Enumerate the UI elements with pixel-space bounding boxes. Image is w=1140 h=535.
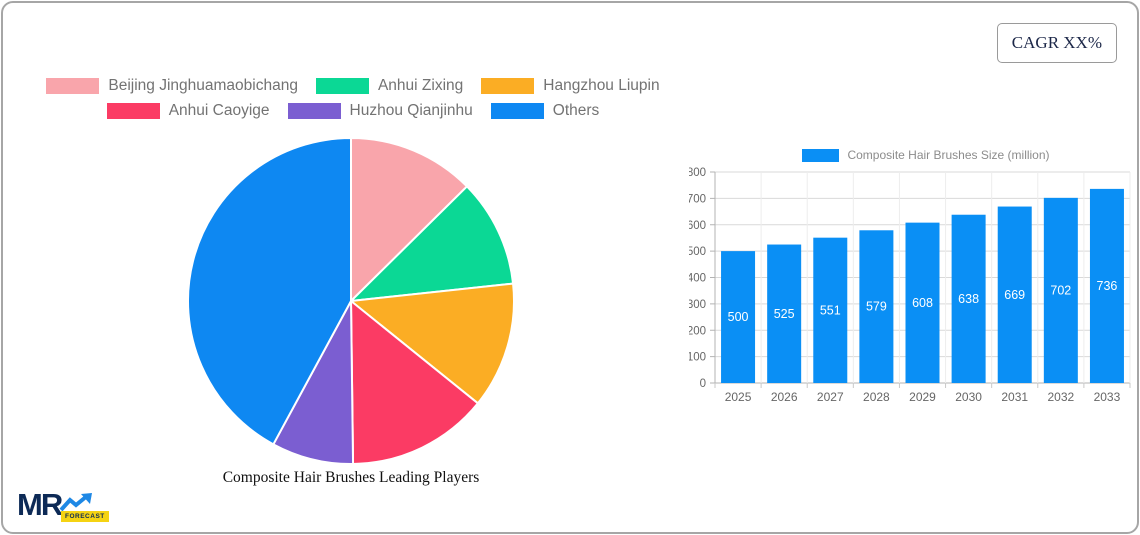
trending-up-arrow-icon xyxy=(59,493,92,512)
bar-value-label: 638 xyxy=(958,292,979,306)
y-axis-tick-label: 500 xyxy=(689,246,706,258)
cagr-badge[interactable]: CAGR XX% xyxy=(996,23,1117,63)
bar-chart: 0 100 200 300 400 500 600 700 800 500 2025 525 2026 5… xyxy=(689,167,1131,404)
pie-chart-title: Composite Hair Brushes Leading Players xyxy=(222,469,480,486)
bar-2025 xyxy=(721,251,756,383)
legend-label: Anhui Zixing xyxy=(377,77,464,94)
legend-item-beijing-jinghuamaobichang: Beijing Jinghuamaobichang xyxy=(46,77,298,95)
pie-legend: Beijing Jinghuamaobichang Anhui Zixing Han… xyxy=(3,77,703,120)
pie-slice-anhui-zixing xyxy=(350,185,515,302)
x-axis-label: 2028 xyxy=(863,390,890,404)
legend-item-hangzhou-liupin: Hangzhou Liupin xyxy=(481,77,660,95)
x-axis-label: 2026 xyxy=(771,390,798,404)
legend-row: Anhui Caoyige Huzhou Qianjinhu Others xyxy=(98,102,609,120)
legend-row: Beijing Jinghuamaobichang Anhui Zixing Han… xyxy=(37,77,668,95)
legend-item-anhui-zixing: Anhui Zixing xyxy=(315,77,464,95)
bar-legend: Composite Hair Brushes Size (million) xyxy=(709,145,1140,165)
pie-slice-anhui-caoyige xyxy=(350,300,479,465)
bar-2032 xyxy=(1043,197,1078,383)
legend-item-huzhou-qianjinhu: Huzhou Qianjinhu xyxy=(287,102,473,120)
pie-slice-hangzhou-liupin xyxy=(350,282,515,405)
legend-swatch xyxy=(287,103,341,119)
bar-value-label: 669 xyxy=(1004,288,1025,302)
y-axis-tick-label: 400 xyxy=(689,273,706,285)
pie-chart xyxy=(187,137,515,465)
bar-2031 xyxy=(997,206,1032,383)
bar-value-label: 551 xyxy=(820,303,841,317)
legend-label: Anhui Caoyige xyxy=(168,102,270,119)
bar-2029 xyxy=(905,222,940,383)
legend-item-others: Others xyxy=(490,102,600,120)
bar-2027 xyxy=(813,237,848,383)
bar-legend-label: Composite Hair Brushes Size (million) xyxy=(847,148,1050,162)
legend-label: Beijing Jinghuamaobichang xyxy=(108,77,298,94)
legend-swatch xyxy=(315,78,369,94)
bar-chart-section: Composite Hair Brushes Size (million) 0 1… xyxy=(689,145,1140,413)
y-axis-tick-label: 800 xyxy=(689,167,706,179)
legend-swatch xyxy=(490,103,544,119)
x-axis-label: 2029 xyxy=(909,390,936,404)
bar-value-label: 702 xyxy=(1050,283,1071,297)
pie-slice-beijing-jinghuamaobichang xyxy=(350,137,468,302)
logo-mr-text: MR xyxy=(17,487,63,522)
bar-value-label: 736 xyxy=(1097,279,1118,293)
legend-label: Hangzhou Liupin xyxy=(543,77,660,94)
y-axis-tick-label: 300 xyxy=(689,299,706,311)
pie-slice-others xyxy=(187,137,352,446)
y-axis-tick-label: 600 xyxy=(689,220,706,232)
legend-swatch xyxy=(46,78,100,94)
bar-2026 xyxy=(767,244,802,383)
legend-swatch xyxy=(481,78,535,94)
y-axis-tick-label: 0 xyxy=(700,378,706,390)
bar-value-label: 579 xyxy=(866,300,887,314)
x-axis-label: 2025 xyxy=(725,390,752,404)
legend-label: Huzhou Qianjinhu xyxy=(349,102,473,119)
x-axis-label: 2030 xyxy=(955,390,982,404)
bar-2033 xyxy=(1089,188,1124,383)
bar-2028 xyxy=(859,230,894,383)
y-axis-tick-label: 700 xyxy=(689,193,706,205)
x-axis-label: 2027 xyxy=(817,390,844,404)
logo-forecast-badge: FORECAST xyxy=(61,511,109,522)
bar-legend-swatch xyxy=(802,148,840,162)
legend-item-anhui-caoyige: Anhui Caoyige xyxy=(106,102,270,120)
mr-forecast-logo: MR FORECAST xyxy=(17,487,127,529)
legend-label: Others xyxy=(552,102,600,119)
x-axis-label: 2031 xyxy=(1001,390,1028,404)
bar-value-label: 500 xyxy=(728,310,749,324)
y-axis-tick-label: 200 xyxy=(689,325,706,337)
x-axis-label: 2032 xyxy=(1047,390,1074,404)
y-axis-tick-label: 100 xyxy=(689,352,706,364)
x-axis-label: 2033 xyxy=(1094,390,1121,404)
bar-value-label: 608 xyxy=(912,296,933,310)
legend-swatch xyxy=(106,103,160,119)
bar-2030 xyxy=(951,214,986,383)
bar-value-label: 525 xyxy=(774,307,795,321)
